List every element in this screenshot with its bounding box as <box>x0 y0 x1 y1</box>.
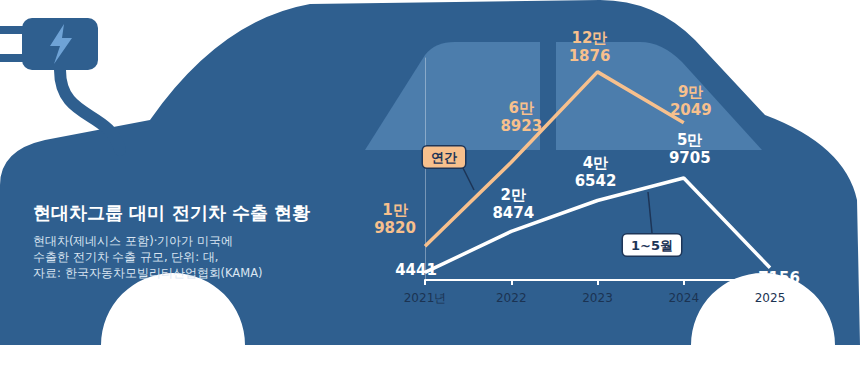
svg-text:2023: 2023 <box>582 291 613 305</box>
svg-text:5만: 5만 <box>677 131 702 149</box>
svg-text:현대차(제네시스 포함)·기아가 미국에: 현대차(제네시스 포함)·기아가 미국에 <box>33 234 233 248</box>
svg-text:9만: 9만 <box>678 83 703 101</box>
svg-text:4441: 4441 <box>395 261 437 279</box>
svg-text:현대차그룹 대미 전기차 수출 현황: 현대차그룹 대미 전기차 수출 현황 <box>33 202 310 223</box>
svg-text:2022: 2022 <box>496 291 527 305</box>
svg-text:2049: 2049 <box>670 101 712 119</box>
svg-text:7156: 7156 <box>758 269 800 287</box>
svg-text:9705: 9705 <box>669 149 711 167</box>
svg-text:12만: 12만 <box>572 29 608 47</box>
svg-text:1만: 1만 <box>382 201 407 219</box>
svg-text:2021년: 2021년 <box>404 291 447 305</box>
svg-text:6542: 6542 <box>575 172 617 190</box>
svg-text:8474: 8474 <box>492 204 534 222</box>
svg-text:2만: 2만 <box>501 186 526 204</box>
svg-text:4만: 4만 <box>583 154 608 172</box>
svg-text:1~5월: 1~5월 <box>631 238 673 253</box>
svg-text:2024: 2024 <box>668 291 699 305</box>
svg-text:8923: 8923 <box>500 117 542 135</box>
svg-text:1876: 1876 <box>569 47 611 65</box>
svg-text:2025: 2025 <box>755 291 786 305</box>
svg-text:연간: 연간 <box>431 150 457 165</box>
svg-text:수출한 전기차 수출 규모, 단위: 대,: 수출한 전기차 수출 규모, 단위: 대, <box>33 250 218 264</box>
svg-text:6만: 6만 <box>509 99 534 117</box>
svg-text:자료: 한국자동차모빌리티산업협회(KAMA): 자료: 한국자동차모빌리티산업협회(KAMA) <box>33 266 263 280</box>
svg-text:9820: 9820 <box>374 219 416 237</box>
